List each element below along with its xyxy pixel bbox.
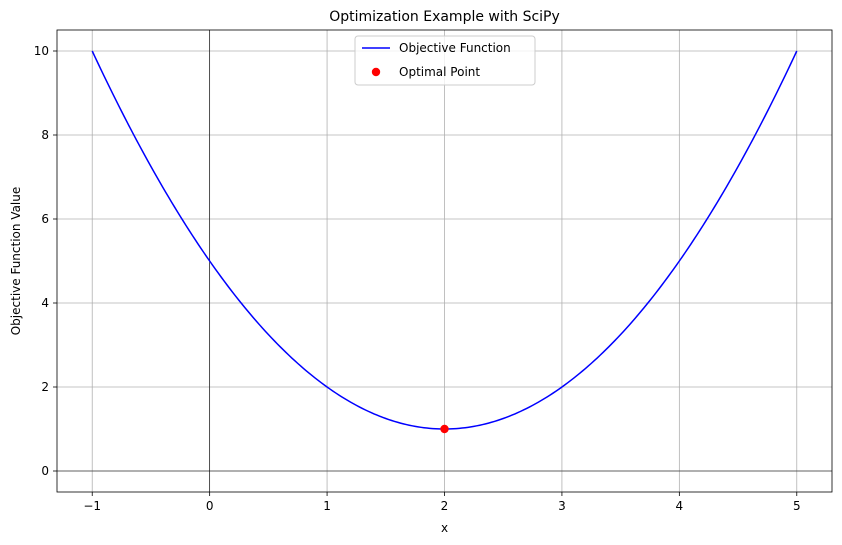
y-axis-label: Objective Function Value — [9, 187, 23, 336]
ticks-layer: −1 0 1 2 3 4 5 0 2 4 6 8 10 — [34, 44, 801, 513]
grid-layer — [57, 30, 832, 492]
x-tick-label-6: 5 — [793, 499, 801, 513]
y-tick-label-1: 2 — [41, 380, 49, 394]
x-tick-label-3: 2 — [441, 499, 449, 513]
x-tick-label-4: 3 — [558, 499, 566, 513]
y-tick-label-5: 10 — [34, 44, 49, 58]
legend: Objective Function Optimal Point — [354, 35, 536, 86]
x-tick-label-5: 4 — [676, 499, 684, 513]
y-tick-label-3: 6 — [41, 212, 49, 226]
x-tick-label-2: 1 — [323, 499, 331, 513]
y-tick-label-2: 4 — [41, 296, 49, 310]
legend-label-optimal-point: Optimal Point — [399, 65, 480, 79]
x-axis-label: x — [441, 521, 448, 535]
legend-box — [354, 35, 536, 86]
legend-marker-sample — [371, 67, 381, 77]
chart-title: Optimization Example with SciPy — [329, 9, 560, 25]
x-tick-label-0: −1 — [83, 499, 101, 513]
y-tick-label-0: 0 — [41, 464, 49, 478]
legend-label-objective-function: Objective Function — [399, 41, 511, 55]
y-tick-label-4: 8 — [41, 128, 49, 142]
data-point-optimal-point-0 — [440, 424, 449, 434]
series-layer — [91, 50, 798, 434]
x-tick-label-1: 0 — [206, 499, 214, 513]
